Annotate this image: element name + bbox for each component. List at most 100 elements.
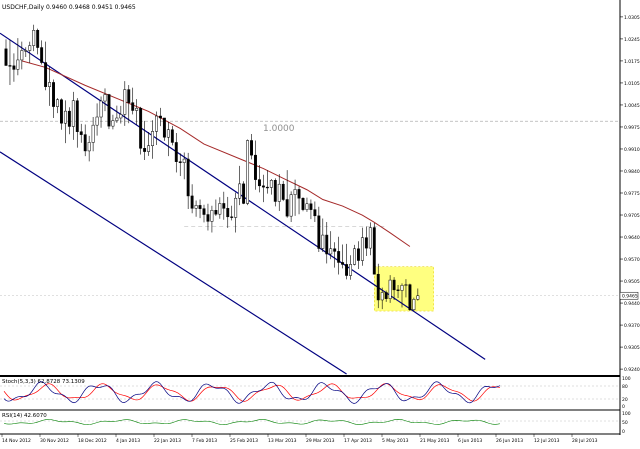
- bear-candle: [67, 110, 71, 127]
- bull-candle: [95, 116, 99, 126]
- time-tick-label: 21 May 2013: [420, 438, 449, 444]
- bull-candle: [329, 248, 333, 255]
- time-tick-label: 17 Apr 2013: [344, 438, 372, 444]
- time-tick-label: 26 Jun 2013: [496, 438, 523, 444]
- bear-candle: [79, 131, 83, 135]
- main-price-pane: USDCHF,Daily 0.9460 0.9468 0.9451 0.9465…: [0, 4, 620, 377]
- bull-candle: [360, 237, 364, 261]
- bull-candle: [353, 248, 356, 265]
- bear-candle: [170, 129, 174, 143]
- stoch-tick-20: 20: [622, 397, 628, 403]
- bull-candle: [210, 210, 214, 222]
- current-price-label: 0.9465: [622, 294, 638, 300]
- bull-candle: [115, 117, 119, 121]
- bear-candle: [408, 284, 412, 311]
- bull-candle: [28, 45, 32, 51]
- bear-candle: [143, 148, 147, 152]
- price-tick-label: 0.9640: [624, 235, 640, 241]
- bull-candle: [269, 180, 273, 188]
- rsi-pane: RSI(14) 42.6070 100 50 0: [0, 411, 631, 435]
- bear-candle: [396, 289, 400, 291]
- bear-candle: [364, 237, 368, 249]
- moving-average-line: [21, 60, 411, 247]
- price-tick-label: 0.9840: [624, 169, 640, 175]
- time-tick-label: 4 Jan 2013: [116, 438, 140, 444]
- bull-candle: [91, 124, 95, 143]
- price-tick-label: 1.0045: [624, 103, 640, 109]
- time-axis: 14 Nov 2012 30 Nov 2012 18 Dec 2012 4 Jan 2…: [1, 434, 598, 444]
- bear-candle: [226, 208, 230, 218]
- time-tick-label: 12 Jul 2013: [534, 438, 560, 444]
- bull-candle: [277, 183, 281, 202]
- bear-candle: [250, 140, 253, 156]
- stochastic-lines: [3, 381, 501, 404]
- bear-candle: [261, 185, 265, 188]
- bull-candle: [56, 99, 59, 107]
- plot-layer: [0, 24, 620, 375]
- chart-title: USDCHF,Daily 0.9460 0.9468 0.9451 0.9465: [2, 4, 136, 11]
- rsi-main-line: [3, 419, 501, 425]
- bull-candle: [71, 100, 75, 127]
- bear-candle: [317, 215, 321, 249]
- bear-candle: [158, 115, 162, 119]
- bear-candle: [139, 107, 143, 149]
- bull-candle: [155, 115, 158, 132]
- bear-candle: [333, 248, 337, 252]
- time-tick-label: 6 Jun 2013: [458, 438, 482, 444]
- bear-candle: [214, 210, 218, 215]
- rsi-title: RSI(14) 42.6070: [2, 413, 47, 419]
- bull-candle: [135, 107, 139, 111]
- time-tick-label: 22 Jan 2013: [154, 438, 181, 444]
- bull-candle: [234, 197, 238, 218]
- bull-candle: [218, 203, 222, 215]
- bear-candle: [230, 216, 234, 218]
- bull-candle: [123, 89, 127, 115]
- bear-candle: [190, 195, 194, 209]
- bear-candle: [162, 117, 166, 138]
- rsi-tick-0: 0: [622, 429, 625, 435]
- bull-candle: [32, 30, 36, 46]
- bear-candle: [242, 183, 246, 204]
- bear-candle: [356, 248, 360, 261]
- bear-candle: [297, 189, 301, 199]
- bull-candle: [24, 50, 28, 52]
- bear-candle: [345, 264, 349, 276]
- time-tick-label: 29 Mar 2013: [306, 438, 335, 444]
- bull-candle: [238, 183, 242, 199]
- bear-candle: [301, 197, 305, 210]
- bear-candle: [202, 208, 206, 215]
- bear-candle: [12, 65, 16, 70]
- bear-candle: [309, 203, 313, 210]
- price-tick-label: 0.9240: [624, 367, 640, 373]
- bear-candle: [83, 134, 87, 152]
- bear-candle: [44, 62, 48, 87]
- bear-candle: [52, 82, 55, 107]
- bull-candle: [416, 295, 420, 300]
- bear-candle: [285, 199, 289, 217]
- stochastic-signal-line: [3, 383, 501, 402]
- stoch-tick-0: 0: [622, 404, 625, 410]
- bear-candle: [198, 205, 202, 209]
- bear-candle: [341, 262, 345, 265]
- bear-candle: [8, 65, 12, 67]
- price-tick-label: 0.9570: [624, 257, 640, 263]
- bull-candle: [349, 264, 352, 276]
- bear-candle: [265, 186, 269, 189]
- bull-candle: [305, 203, 309, 210]
- time-tick-label: 25 Feb 2013: [230, 438, 258, 444]
- bull-candle: [151, 131, 154, 146]
- bull-candle: [404, 284, 408, 286]
- bull-candle: [321, 234, 325, 249]
- bear-candle: [337, 251, 341, 263]
- time-tick-label: 13 Mar 2013: [268, 438, 297, 444]
- bear-candle: [75, 100, 79, 132]
- stochastic-title: Stoch(5,3,3) 62.8728 73.1309: [2, 379, 85, 385]
- price-tick-label: 0.9775: [624, 191, 640, 197]
- bull-candle: [400, 285, 404, 291]
- price-tick-label: 0.9305: [624, 345, 640, 351]
- rsi-tick-100: 100: [622, 411, 631, 417]
- time-tick-label: 30 Nov 2012: [40, 438, 69, 444]
- channel-lower-line: [0, 151, 347, 375]
